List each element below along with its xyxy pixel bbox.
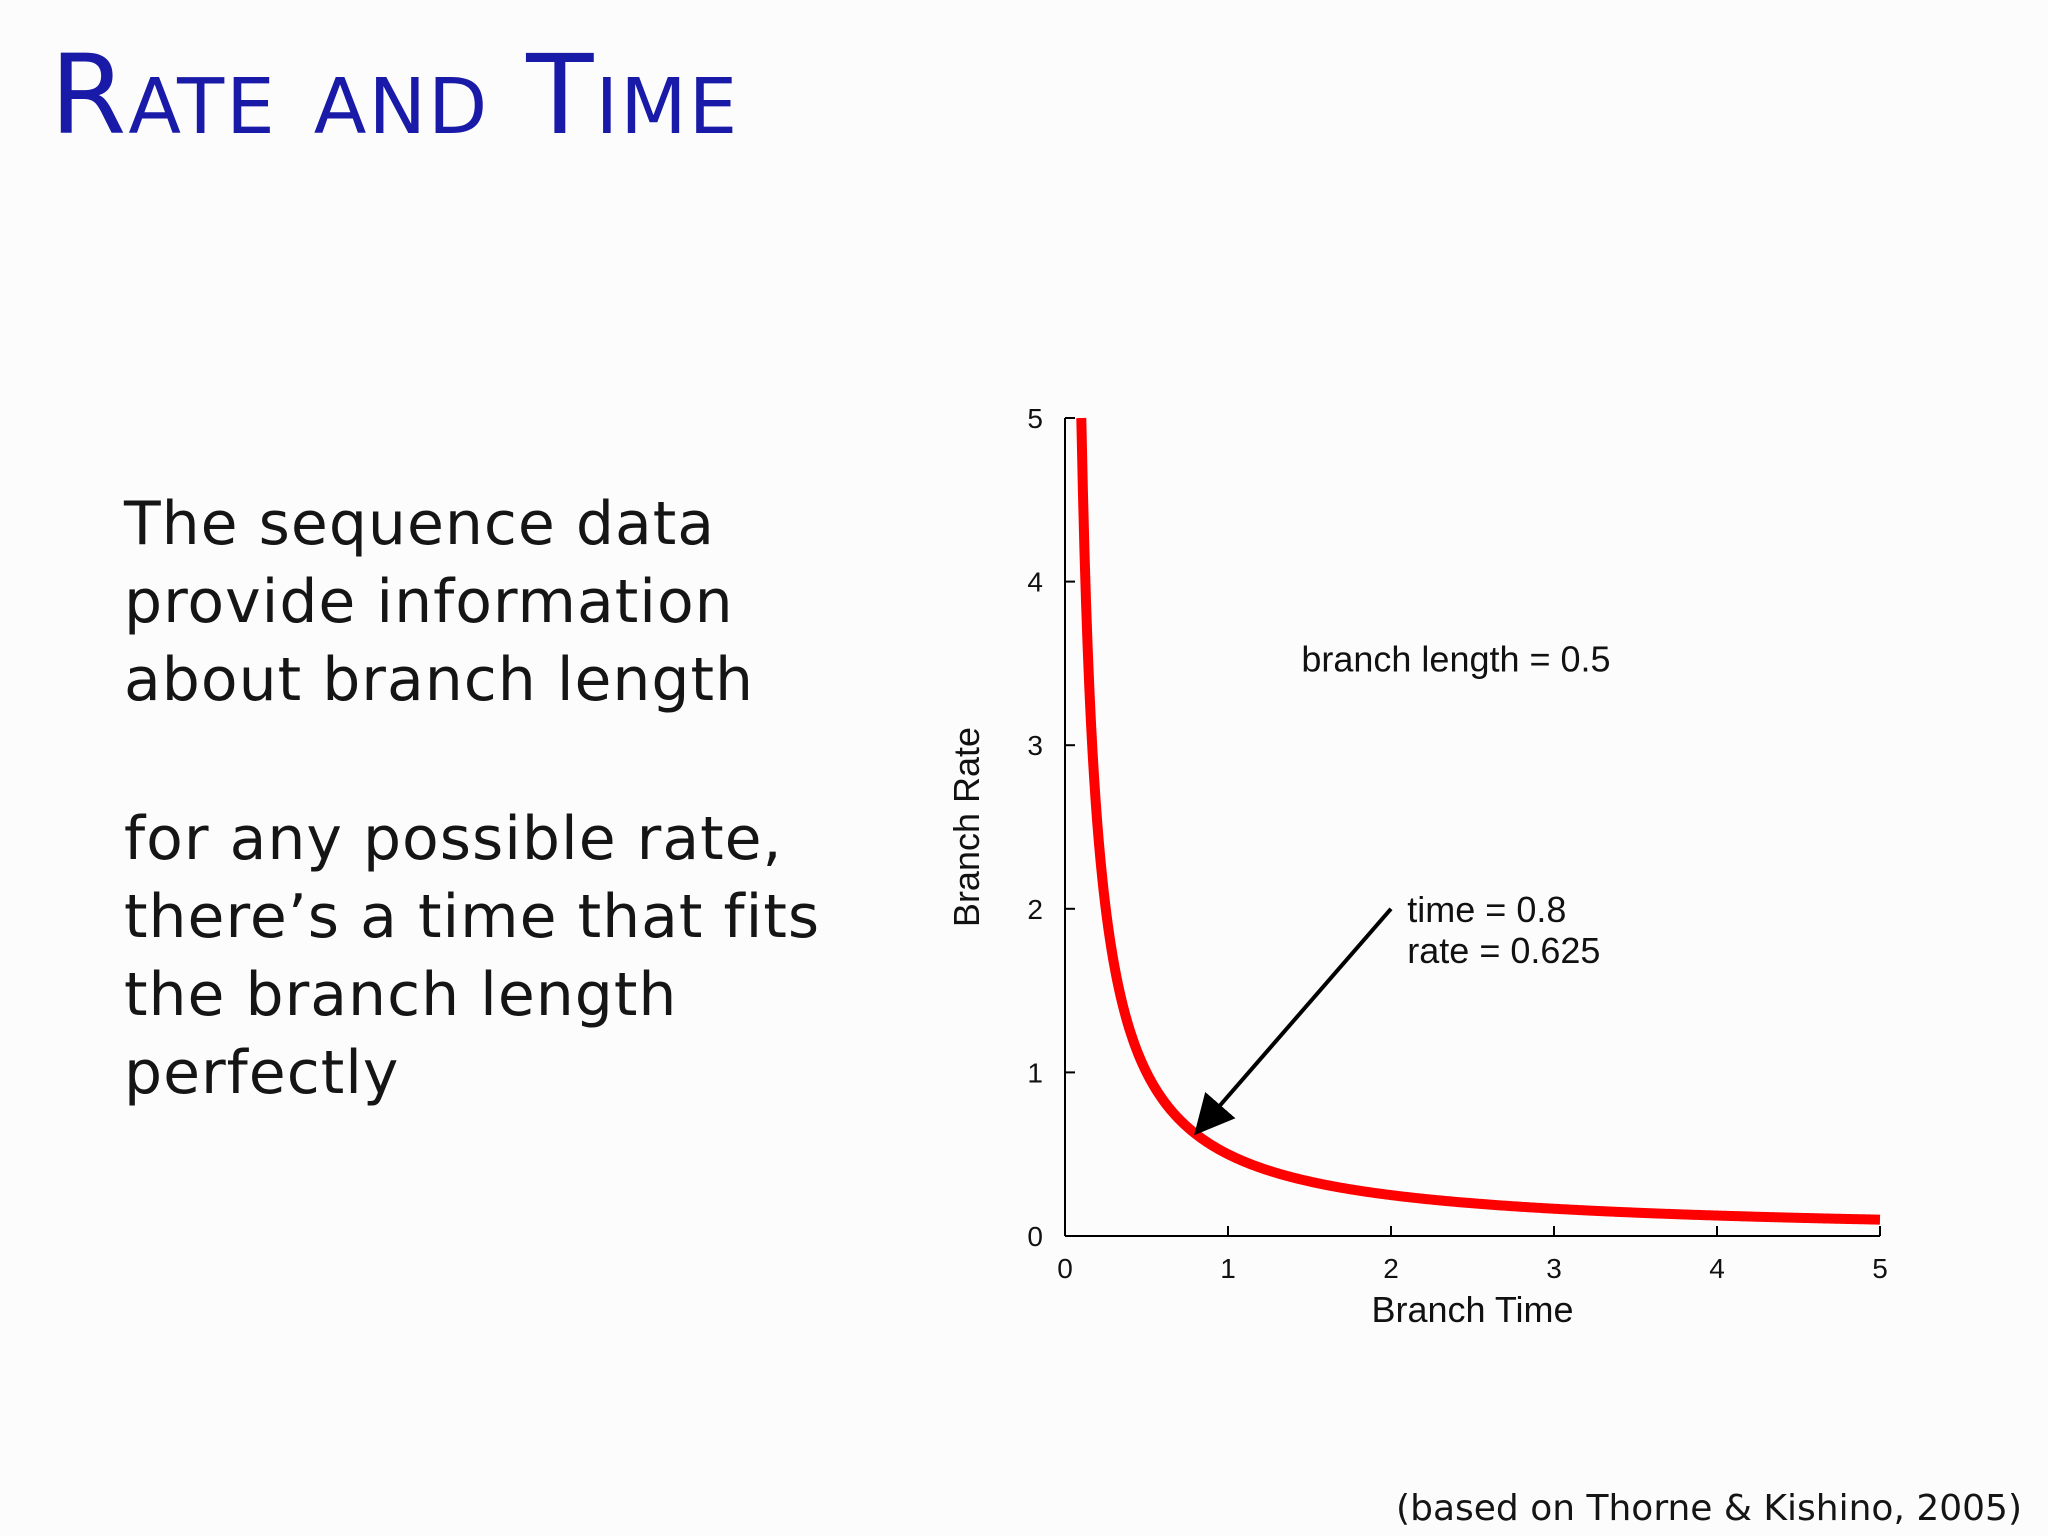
rate-annotation: rate = 0.625: [1407, 930, 1600, 971]
x-tick-label-5: 5: [1872, 1253, 1888, 1284]
citation: (based on Thorne & Kishino, 2005): [1396, 1488, 2022, 1529]
branch-length-annotation: branch length = 0.5: [1301, 639, 1610, 680]
chart-axes: 0 1 2 3 4 5 0 1 2 3 4 5 Branch Time Branch Rate: [946, 403, 1888, 1330]
time-annotation: time = 0.8: [1407, 889, 1566, 930]
x-tick-label-1: 1: [1220, 1253, 1236, 1284]
x-tick-label-2: 2: [1383, 1253, 1399, 1284]
slide-title: Rate and Time: [50, 31, 740, 159]
chart-curve-layer: [1076, 417, 1884, 1225]
body-paragraph-branch-length: The sequence data provide information ab…: [124, 489, 755, 715]
y-tick-label-5: 5: [1027, 403, 1043, 434]
y-tick-label-0: 0: [1027, 1221, 1043, 1252]
body-paragraph-rate-time: for any possible rate, there’s a time th…: [124, 804, 821, 1108]
x-tick-label-0: 0: [1057, 1253, 1073, 1284]
y-tick-label-2: 2: [1027, 894, 1043, 925]
y-tick-label-4: 4: [1027, 567, 1043, 598]
y-axis-label: Branch Rate: [946, 727, 987, 927]
y-tick-label-1: 1: [1027, 1057, 1043, 1088]
y-tick-label-3: 3: [1027, 730, 1043, 761]
annotation-arrow: [1194, 907, 1393, 1136]
x-tick-label-3: 3: [1546, 1253, 1562, 1284]
x-tick-label-4: 4: [1709, 1253, 1725, 1284]
x-axis-label: Branch Time: [1371, 1289, 1573, 1330]
rate-time-curve: [1076, 417, 1884, 1225]
